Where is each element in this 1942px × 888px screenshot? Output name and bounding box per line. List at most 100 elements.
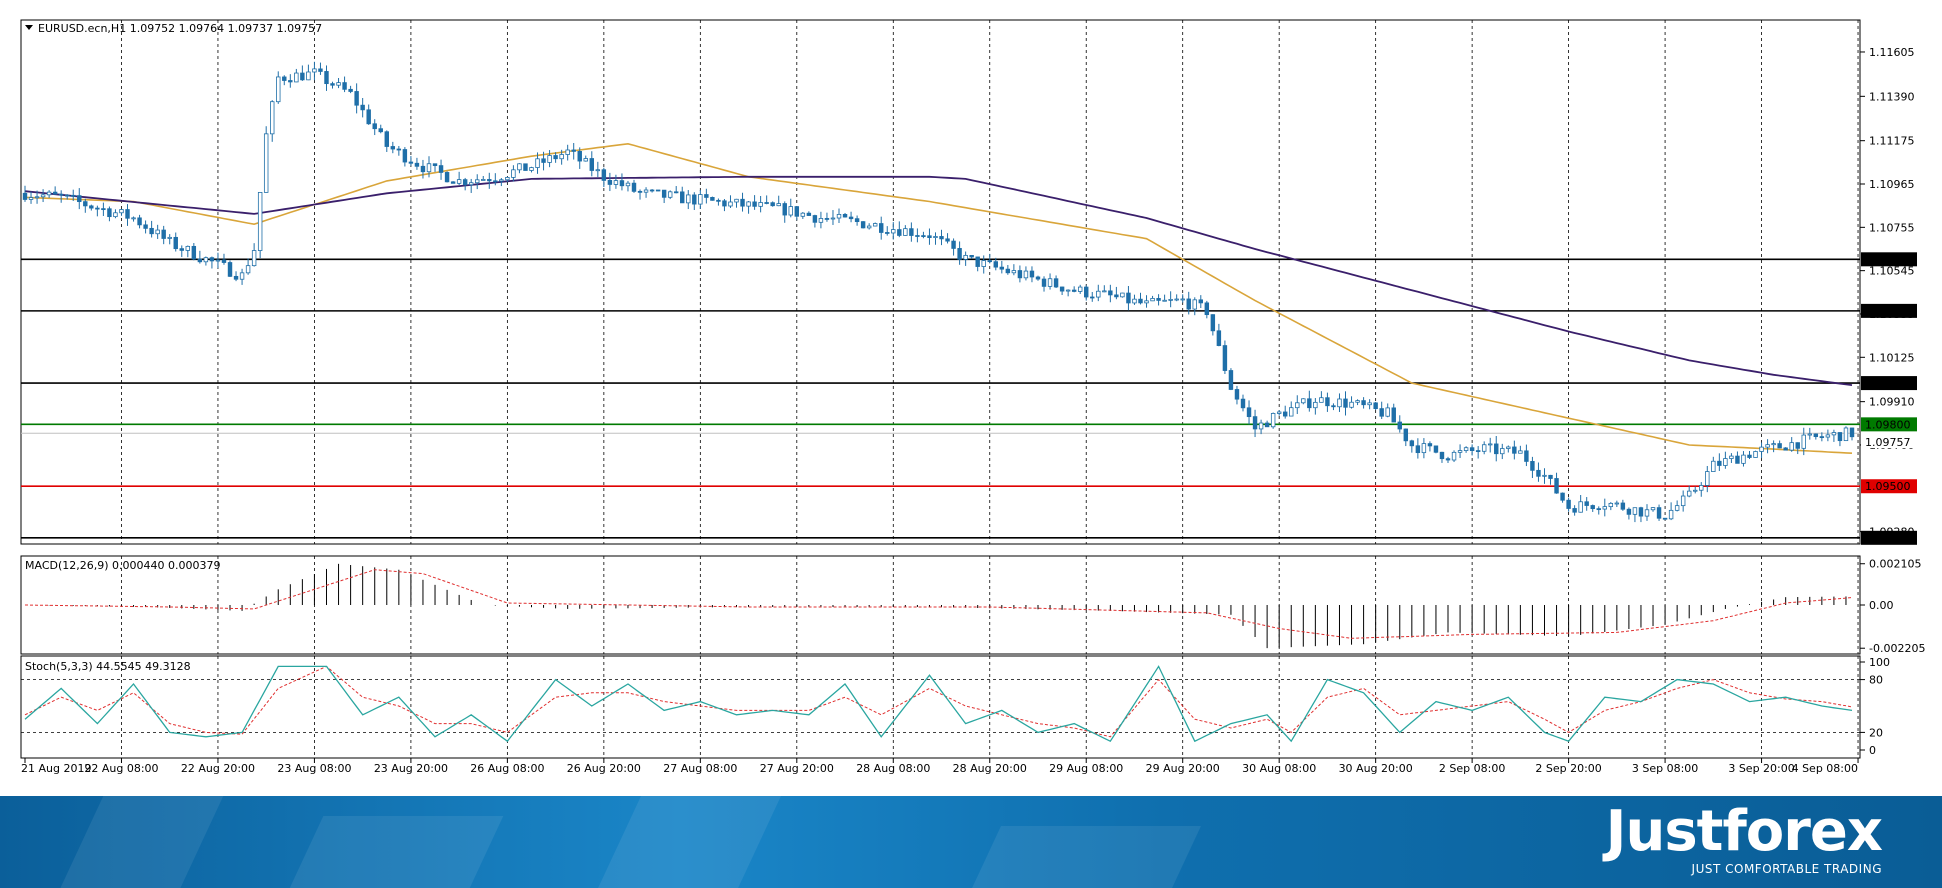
candle-body	[1186, 298, 1191, 310]
candle-body	[667, 191, 673, 198]
price-level-tag	[1861, 479, 1917, 494]
candle-body	[1753, 451, 1758, 458]
candle-body	[529, 167, 534, 171]
candle-body	[939, 236, 944, 240]
horizontal-levels	[21, 258, 1860, 539]
candle-body	[830, 217, 836, 220]
price-level-tag	[1861, 303, 1917, 318]
candle-body	[450, 181, 456, 184]
price-axis: 1.11605 1.11390 1.11175 1.10965 1.10755 1.105…	[1860, 46, 1917, 545]
candle-body	[1819, 436, 1825, 439]
time-tick-label: 3 Sep 20:00	[1728, 762, 1794, 775]
candle-body	[1252, 416, 1258, 430]
candle-body	[1065, 289, 1071, 292]
candle-body	[1620, 502, 1626, 510]
candle-body	[1349, 401, 1354, 408]
macd-tick-label: -0.002205	[1869, 642, 1925, 655]
candle-body	[1120, 292, 1125, 298]
macd-signal-line	[24, 569, 1853, 639]
candle-body	[46, 191, 52, 196]
candle-body	[1295, 402, 1300, 409]
candle-body	[1403, 428, 1409, 442]
candle-body	[788, 206, 793, 216]
candle-body	[378, 128, 383, 133]
candle-body	[167, 236, 172, 239]
candle-body	[475, 179, 480, 184]
candle-body	[722, 200, 727, 207]
candle-body	[318, 68, 323, 72]
candle-body	[963, 254, 968, 260]
current-price-tag	[1861, 435, 1917, 449]
candle-body	[462, 179, 468, 186]
chart-canvas[interactable]: 1.11605 1.11390 1.11175 1.10965 1.10755 1.105…	[0, 0, 1942, 796]
candle-body	[149, 227, 154, 235]
stoch-tick-label: 0	[1869, 744, 1876, 757]
candle-body	[1409, 440, 1415, 447]
candle-body	[438, 165, 444, 173]
stoch-tick-label: 20	[1869, 726, 1883, 739]
candle-body	[1258, 422, 1264, 430]
candle-body	[487, 179, 492, 182]
candle-body	[1337, 398, 1342, 408]
candle-body	[571, 149, 576, 152]
candle-body	[1397, 421, 1402, 430]
price-level-label: 1.09800	[1865, 418, 1911, 431]
candle-body	[77, 195, 82, 203]
candle-body	[975, 256, 980, 267]
candle-body	[1765, 444, 1770, 448]
candle-body	[209, 257, 215, 262]
candle-body	[1246, 407, 1252, 418]
price-level-label: 1.10350	[1865, 305, 1911, 318]
candle-body	[541, 158, 546, 163]
candle-body	[1445, 458, 1451, 461]
candle-body	[909, 228, 914, 236]
candlesticks	[22, 61, 1855, 523]
price-tick-label: 1.10755	[1869, 221, 1915, 234]
candle-body	[1614, 502, 1620, 505]
candle-body	[499, 179, 504, 182]
candle-body	[1439, 451, 1445, 460]
candle-body	[342, 82, 347, 90]
dropdown-triangle-icon[interactable]	[25, 25, 33, 30]
time-tick-label: 3 Sep 08:00	[1632, 762, 1698, 775]
stoch-tick-label: 100	[1869, 656, 1890, 669]
candle-body	[885, 232, 890, 234]
candle-body	[1777, 443, 1782, 449]
candle-body	[1264, 422, 1270, 428]
candle-body	[1138, 298, 1143, 304]
time-tick-label: 22 Aug 20:00	[181, 762, 255, 775]
candle-body	[1234, 389, 1240, 400]
candle-body	[360, 104, 365, 111]
candle-body	[89, 205, 94, 209]
macd-signal-path	[24, 569, 1853, 639]
candle-body	[330, 83, 335, 86]
price-level-tag	[1861, 417, 1917, 432]
candle-body	[553, 155, 558, 160]
price-tick-label: 1.11390	[1869, 90, 1915, 103]
candle-body	[34, 196, 40, 199]
candle-body	[1433, 445, 1439, 453]
candle-body	[631, 182, 637, 192]
candle-body	[613, 180, 619, 185]
ma-slow-line	[24, 175, 1853, 386]
candle-body	[1674, 505, 1680, 511]
candle-body	[1029, 270, 1035, 278]
candle-body	[1156, 298, 1161, 301]
candle-body	[710, 197, 715, 201]
candle-body	[915, 235, 920, 237]
candle-body	[1813, 433, 1819, 438]
candle-body	[324, 71, 329, 85]
candle-body	[782, 203, 787, 216]
candle-body	[692, 194, 697, 205]
candle-body	[191, 245, 197, 260]
candle-body	[872, 223, 878, 227]
candle-body	[1053, 278, 1059, 288]
candle-body	[40, 194, 46, 198]
candle-body	[649, 189, 655, 192]
time-tick-label: 23 Aug 08:00	[277, 762, 351, 775]
candle-body	[758, 202, 763, 207]
price-level-tag	[1861, 252, 1917, 267]
candle-body	[1090, 296, 1095, 299]
price-title: EURUSD.ecn,H1 1.09752 1.09764 1.09737 1.…	[25, 22, 322, 35]
ma-fast-line	[24, 142, 1853, 454]
